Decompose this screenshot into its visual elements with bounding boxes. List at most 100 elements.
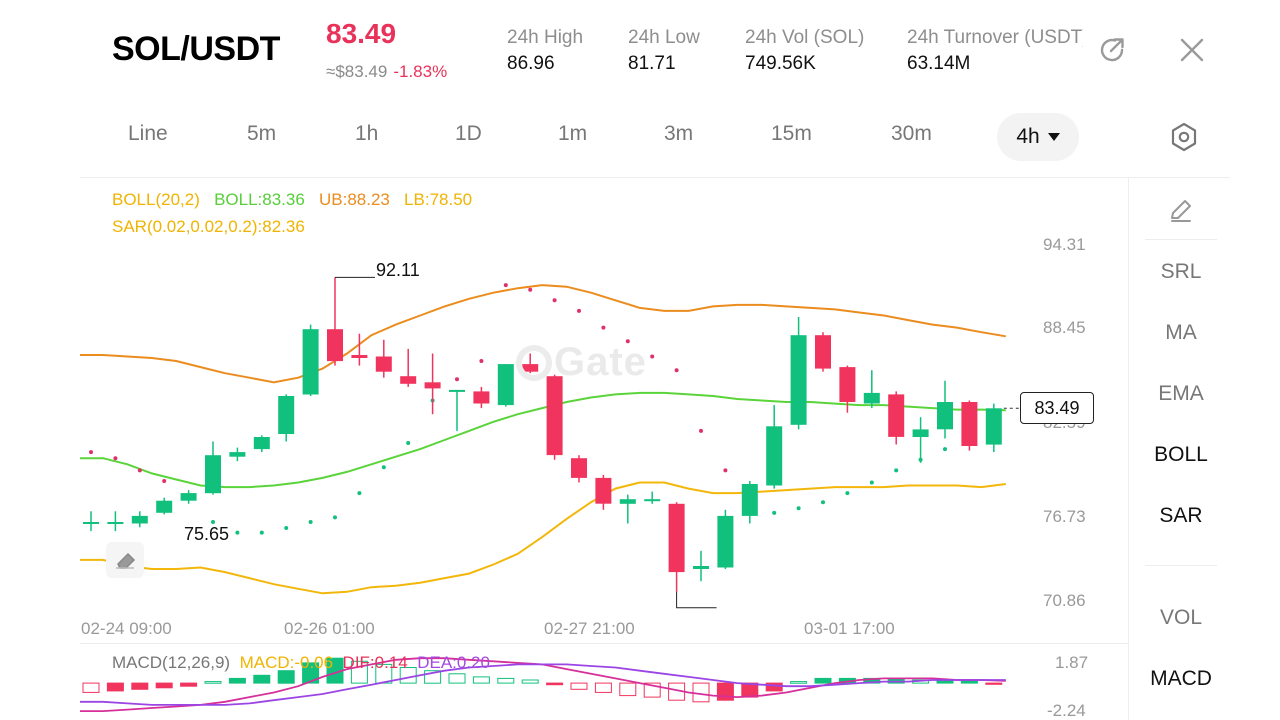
macd-histogram-bar [424,670,442,684]
sar-dot [113,456,118,461]
boll-lb-value: LB:78.50 [404,190,473,209]
macd-histogram-bar [204,681,222,684]
share-icon [1100,38,1124,62]
candle-body [571,458,587,478]
tab-30m[interactable]: 30m [891,122,932,145]
share-button[interactable] [1096,34,1128,66]
tab-4h-dropdown[interactable]: 4h [997,113,1079,161]
pair-title: SOL/USDT [112,30,280,68]
macd-histogram-bar [643,682,661,698]
stat-volume: 24h Vol (SOL) 749.56K [745,27,864,75]
candle-body [180,493,197,501]
candle-body [888,394,905,437]
candle-body [668,503,685,573]
sidebar-item-ema[interactable]: EMA [1158,382,1204,405]
draw-tool-button[interactable] [1167,196,1195,224]
candle-body [302,329,319,395]
sidebar-item-srl[interactable]: SRL [1160,260,1202,283]
macd-histogram-bar [570,682,588,690]
macd-histogram-bar [155,682,173,689]
tab-15m[interactable]: 15m [771,122,812,145]
candle-body [473,391,490,404]
macd-histogram-bar [716,682,734,701]
macd-histogram-bar [985,682,1003,685]
macd-histogram-bar [521,679,539,684]
boll-mid-value: BOLL:83.36 [214,190,305,209]
sar-dot [503,283,508,288]
sar-legend: SAR(0.02,0.02,0.2):82.36 [112,217,305,236]
last-price: 83.49 [326,18,397,49]
current-price-tag: 83.49 [1020,392,1094,424]
tab-5m[interactable]: 5m [247,122,277,145]
macd-histogram-bar [277,670,295,684]
close-button[interactable] [1176,34,1208,66]
divider [80,177,1230,178]
macd-histogram-bar [497,677,515,684]
x-axis-tick: 03-01 17:00 [804,619,895,638]
sar-dot [821,500,825,505]
sar-dot [284,526,289,530]
chart-tool-button[interactable] [106,542,144,578]
candle-body [375,356,392,372]
candle-body [327,329,343,362]
sidebar-item-ma[interactable]: MA [1165,321,1197,344]
tab-1h[interactable]: 1h [355,122,379,145]
x-axis-tick: 02-27 21:00 [544,619,635,638]
tab-4h-label: 4h [1016,125,1040,148]
candle-body [156,500,173,513]
boll-params: BOLL(20,2) [112,190,200,209]
stat-label: 24h Vol (SOL) [745,27,865,48]
sidebar-item-vol[interactable]: VOL [1159,606,1203,629]
candle-body [619,499,636,504]
sar-dot [723,468,728,473]
header: SOL/USDT 83.49 ≈$83.49 -1.83% 24h High 86… [0,0,1280,100]
x-axis-tick: 02-26 01:00 [284,619,375,638]
macd-y-top: 1.87 [1055,653,1089,672]
macd-histogram-bar [350,660,368,684]
candle-body [546,376,563,456]
watermark-text: Gate [554,340,647,384]
candle-body [278,396,295,434]
candle-body [741,484,758,516]
sar-dot [455,377,459,382]
sar-dot [89,450,93,455]
candle-body [424,382,441,389]
sidebar-item-sar[interactable]: SAR [1159,504,1203,527]
macd-dea-line [80,663,1006,706]
candle-body [717,515,734,568]
macd-histogram-bar [692,682,710,703]
candle-body [961,402,978,446]
sar-dot [845,491,850,496]
tab-3m[interactable]: 3m [664,122,694,145]
y-axis-tick: 94.31 [1043,235,1086,254]
macd-histogram-bar [253,674,271,684]
y-axis-tick: 76.73 [1043,507,1086,526]
chart-settings-button[interactable] [1168,121,1200,153]
high-marker-label: 92.11 [376,260,420,280]
stat-value: 749.56K [745,53,816,74]
macd-histogram-bar [546,682,564,686]
macd-histogram-bar [82,682,100,693]
x-axis-tick: 02-24 09:00 [81,619,172,638]
candle-body [229,452,246,457]
tab-line[interactable]: Line [128,122,168,145]
sar-dot [381,465,386,470]
gate-watermark: Gate [516,340,647,385]
sar-dot [625,339,630,344]
close-icon [1180,38,1204,62]
macd-histogram-bar [619,682,637,697]
sidebar-item-boll[interactable]: BOLL [1154,443,1208,466]
candle-body [912,429,929,437]
sar-dot [601,325,606,330]
sidebar-item-macd[interactable]: MACD [1150,667,1212,690]
boll-mid-band [80,391,1006,489]
sar-dot [552,298,557,303]
y-axis-tick: 70.86 [1043,591,1086,610]
candle-body [766,426,783,486]
tab-1m[interactable]: 1m [558,122,588,145]
sar-dot [137,468,142,473]
macd-histogram-bar [228,677,246,684]
candle-body [985,408,1002,445]
gate-logo-icon [516,345,552,381]
tab-1d[interactable]: 1D [455,122,482,145]
